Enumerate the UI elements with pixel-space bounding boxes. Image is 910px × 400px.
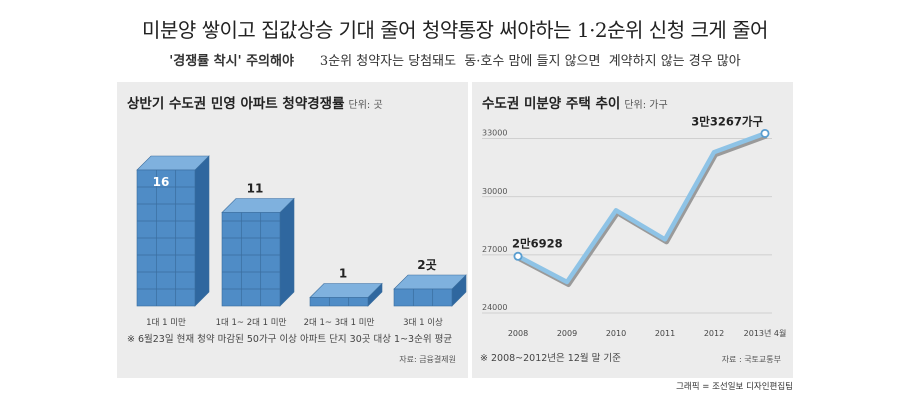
bar-3: 1 bbox=[309, 267, 383, 307]
data-point-marker bbox=[760, 128, 770, 138]
series-line bbox=[516, 131, 766, 285]
bar-1: 16 bbox=[136, 155, 210, 307]
y-tick-label: 33000 bbox=[482, 129, 507, 138]
y-tick-label: 30000 bbox=[482, 187, 507, 196]
bar-front-face bbox=[309, 297, 369, 307]
bar-front-face bbox=[221, 212, 281, 307]
bar-chart-title: 상반기 수도권 민영 아파트 청약경쟁률 단위: 곳 bbox=[127, 96, 383, 112]
data-point-label: 3만3267가구 bbox=[691, 114, 763, 128]
bar-chart-unit: 단위: 곳 bbox=[348, 100, 383, 111]
y-tick-label: 27000 bbox=[482, 245, 507, 254]
y-tick-label: 24000 bbox=[482, 303, 507, 312]
bar-4: 2곳 bbox=[393, 258, 467, 307]
headline: 미분양 쌓이고 집값상승 기대 줄어 청약통장 써야하는 1·2순위 신청 크게… bbox=[142, 18, 768, 42]
graphic-credit: 그래픽 = 조선일보 디자인편집팀 bbox=[676, 382, 793, 392]
subheadline: '경쟁률 착시' 주의해야 3순위 청약자는 당첨돼도 동·호수 맘에 들지 않으… bbox=[0, 50, 910, 69]
competition-rate-panel: 상반기 수도권 민영 아파트 청약경쟁률 단위: 곳 16 11 1 2곳 1대 1 미… bbox=[117, 82, 468, 378]
line-chart-unit: 단위: 가구 bbox=[624, 100, 668, 111]
series-line-shadow bbox=[518, 133, 768, 287]
bar-category-label: 1대 1 미만 bbox=[146, 318, 186, 328]
bar-2: 11 bbox=[221, 182, 295, 307]
bar-chart-source: 자료: 금융결제원 bbox=[399, 355, 456, 364]
line-chart: 24000 27000 30000 33000 2008 2009 2010 2011 2012… bbox=[482, 114, 787, 338]
x-tick-label: 2008 bbox=[508, 329, 528, 338]
data-point-label: 2만6928 bbox=[512, 236, 563, 250]
data-point-marker bbox=[513, 251, 523, 261]
x-tick-label: 2012 bbox=[704, 329, 724, 338]
x-tick-label: 2011 bbox=[655, 329, 675, 338]
bar-chart-footnote: ※ 6월23일 현재 청약 마감된 50가구 이상 아파트 단지 30곳 대상 … bbox=[127, 334, 453, 345]
line-chart-title: 수도권 미분양 주택 추이 단위: 가구 bbox=[482, 96, 668, 112]
bar-front-face bbox=[393, 288, 453, 307]
unsold-housing-panel: 수도권 미분양 주택 추이 단위: 가구 24000 27000 30000 33000… bbox=[472, 82, 793, 378]
bar-value-label: 11 bbox=[247, 182, 264, 196]
subheadline-text: 3순위 청약자는 당첨돼도 동·호수 맘에 들지 않으면 계약하지 않는 경우 … bbox=[319, 54, 741, 69]
bar-category-label: 3대 1 이상 bbox=[403, 318, 443, 328]
subheadline-quote: '경쟁률 착시' 주의해야 bbox=[169, 54, 294, 69]
bar-side-face bbox=[279, 197, 295, 307]
bar-value-label: 1 bbox=[339, 267, 347, 281]
bar-side-face bbox=[194, 155, 210, 307]
bar-value-label: 2곳 bbox=[417, 258, 436, 272]
bar-category-label: 1대 1~ 2대 1 미만 bbox=[215, 318, 287, 328]
x-tick-label: 2010 bbox=[606, 329, 626, 338]
line-chart-footnote: ※ 2008~2012년은 12월 말 기준 bbox=[480, 353, 621, 364]
line-chart-source: 자료 : 국토교통부 bbox=[721, 355, 781, 364]
bar-category-label: 2대 1~ 3대 1 미만 bbox=[303, 318, 375, 328]
x-tick-label: 2009 bbox=[557, 329, 577, 338]
bar-value-label: 16 bbox=[153, 175, 170, 189]
x-tick-label: 2013년 4월 bbox=[744, 328, 787, 338]
